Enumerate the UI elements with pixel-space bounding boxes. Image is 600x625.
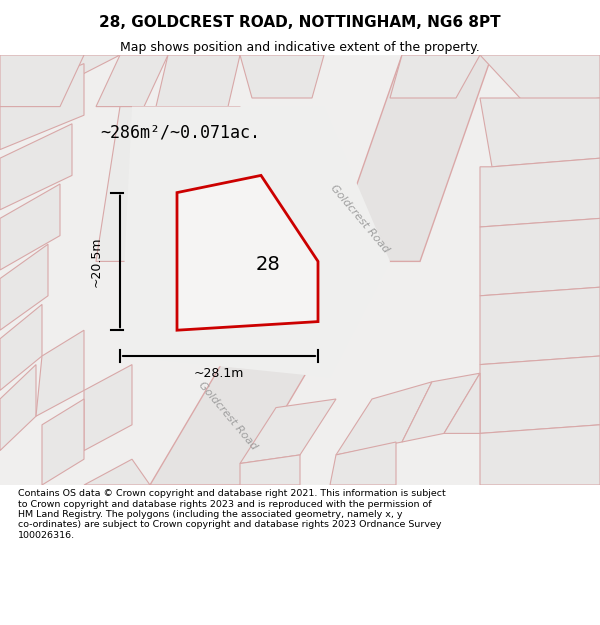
Polygon shape (156, 55, 240, 107)
Polygon shape (0, 304, 42, 391)
Polygon shape (240, 399, 336, 464)
Polygon shape (36, 330, 84, 416)
Polygon shape (96, 107, 282, 261)
Polygon shape (84, 459, 150, 485)
Polygon shape (480, 218, 600, 296)
Text: Contains OS data © Crown copyright and database right 2021. This information is : Contains OS data © Crown copyright and d… (18, 489, 446, 540)
Polygon shape (480, 55, 600, 107)
Polygon shape (42, 399, 84, 485)
Polygon shape (96, 55, 168, 107)
Polygon shape (480, 98, 600, 167)
Text: 28: 28 (256, 256, 281, 274)
Polygon shape (150, 261, 372, 485)
Polygon shape (177, 176, 318, 330)
Polygon shape (336, 382, 432, 455)
Polygon shape (480, 288, 600, 364)
Polygon shape (0, 244, 48, 330)
Polygon shape (480, 356, 600, 433)
Polygon shape (0, 184, 60, 270)
Polygon shape (240, 55, 324, 98)
Text: Goldcrest Road: Goldcrest Road (197, 380, 259, 452)
Polygon shape (0, 64, 84, 149)
Text: 28, GOLDCREST ROAD, NOTTINGHAM, NG6 8PT: 28, GOLDCREST ROAD, NOTTINGHAM, NG6 8PT (99, 16, 501, 31)
Text: ~28.1m: ~28.1m (194, 367, 244, 380)
Polygon shape (402, 373, 480, 442)
Text: Goldcrest Road: Goldcrest Road (329, 182, 391, 254)
Polygon shape (480, 425, 600, 485)
Polygon shape (0, 124, 72, 210)
Text: Map shows position and indicative extent of the property.: Map shows position and indicative extent… (120, 41, 480, 54)
Polygon shape (330, 55, 492, 261)
Polygon shape (0, 364, 36, 451)
Polygon shape (390, 55, 480, 98)
Text: ~20.5m: ~20.5m (89, 236, 103, 287)
Polygon shape (0, 55, 120, 98)
Text: ~286m²/~0.071ac.: ~286m²/~0.071ac. (100, 123, 260, 141)
Polygon shape (240, 455, 300, 485)
Polygon shape (84, 364, 132, 451)
Polygon shape (480, 158, 600, 227)
Polygon shape (330, 442, 396, 485)
Polygon shape (120, 107, 390, 377)
Polygon shape (444, 373, 480, 433)
Polygon shape (0, 55, 84, 107)
